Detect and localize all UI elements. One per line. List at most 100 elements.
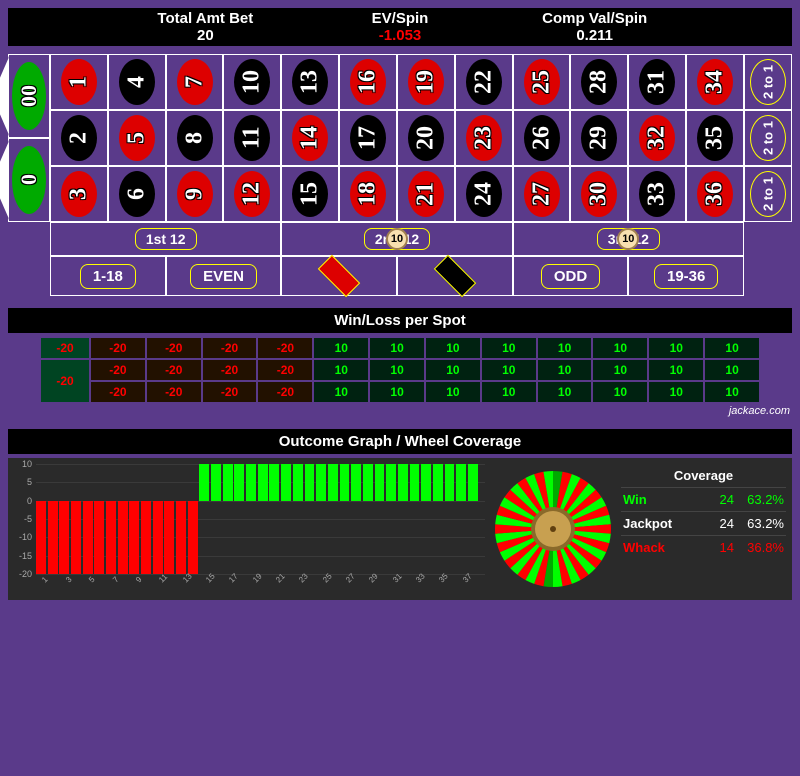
outcome-header: Outcome Graph / Wheel Coverage bbox=[8, 429, 792, 454]
number-cell-17[interactable]: 17 bbox=[339, 110, 397, 166]
number-cell-12[interactable]: 12 bbox=[223, 166, 281, 222]
number-cell-23[interactable]: 23 bbox=[455, 110, 513, 166]
dozen-3[interactable]: 3rd 12 10 bbox=[513, 222, 744, 256]
number-cell-30[interactable]: 30 bbox=[570, 166, 628, 222]
stats-bar: Total Amt Bet 20 EV/Spin -1.053 Comp Val… bbox=[8, 8, 792, 46]
number-chip: 29 bbox=[581, 115, 617, 161]
two-to-one-mid[interactable]: 2 to 1 bbox=[744, 110, 792, 166]
number-cell-11[interactable]: 11 bbox=[223, 110, 281, 166]
number-chip: 30 bbox=[581, 171, 617, 217]
number-chip: 8 bbox=[177, 115, 213, 161]
two-to-one-top[interactable]: 2 to 1 bbox=[744, 54, 792, 110]
number-cell-15[interactable]: 15 bbox=[281, 166, 339, 222]
outside-odd[interactable]: ODD bbox=[513, 256, 629, 296]
stat-comp: Comp Val/Spin 0.211 bbox=[497, 10, 692, 44]
stat-label: EV/Spin bbox=[303, 10, 498, 27]
outside-red[interactable] bbox=[281, 256, 397, 296]
stat-label: Comp Val/Spin bbox=[497, 10, 692, 27]
coverage-row: Win2463.2% bbox=[621, 487, 786, 511]
winloss-header: Win/Loss per Spot bbox=[8, 308, 792, 333]
number-chip: 36 bbox=[697, 171, 733, 217]
number-cell-32[interactable]: 32 bbox=[628, 110, 686, 166]
number-cell-10[interactable]: 10 bbox=[223, 54, 281, 110]
zero-cell[interactable]: 0 bbox=[8, 138, 50, 222]
double-zero-cell[interactable]: 00 bbox=[8, 54, 50, 138]
number-chip: 2 bbox=[61, 115, 97, 161]
wheel-coverage bbox=[493, 469, 613, 589]
outside-row: 1-18 EVEN ODD 19-36 bbox=[50, 256, 744, 296]
number-chip: 6 bbox=[119, 171, 155, 217]
number-cell-9[interactable]: 9 bbox=[166, 166, 224, 222]
number-chip: 31 bbox=[639, 59, 675, 105]
number-cell-19[interactable]: 19 bbox=[397, 54, 455, 110]
coverage-row: Jackpot2463.2% bbox=[621, 511, 786, 535]
number-chip: 25 bbox=[524, 59, 560, 105]
number-cell-21[interactable]: 21 bbox=[397, 166, 455, 222]
number-cell-25[interactable]: 25 bbox=[513, 54, 571, 110]
number-cell-14[interactable]: 14 bbox=[281, 110, 339, 166]
number-cell-22[interactable]: 22 bbox=[455, 54, 513, 110]
number-chip: 16 bbox=[350, 59, 386, 105]
dozen-1[interactable]: 1st 12 bbox=[50, 222, 281, 256]
stat-label: Total Amt Bet bbox=[108, 10, 303, 27]
number-cell-2[interactable]: 2 bbox=[50, 110, 108, 166]
number-chip: 9 bbox=[177, 171, 213, 217]
number-chip: 12 bbox=[234, 171, 270, 217]
outside-black[interactable] bbox=[397, 256, 513, 296]
number-chip: 28 bbox=[581, 59, 617, 105]
outside-even[interactable]: EVEN bbox=[166, 256, 282, 296]
number-chip: 33 bbox=[639, 171, 675, 217]
number-cell-28[interactable]: 28 bbox=[570, 54, 628, 110]
zeros-column: 00 0 bbox=[8, 54, 50, 222]
number-chip: 18 bbox=[350, 171, 386, 217]
number-cell-36[interactable]: 36 bbox=[686, 166, 744, 222]
number-cell-6[interactable]: 6 bbox=[108, 166, 166, 222]
number-cell-34[interactable]: 34 bbox=[686, 54, 744, 110]
coverage-title: Coverage bbox=[621, 464, 786, 487]
number-cell-5[interactable]: 5 bbox=[108, 110, 166, 166]
number-chip: 34 bbox=[697, 59, 733, 105]
number-cell-26[interactable]: 26 bbox=[513, 110, 571, 166]
number-cell-20[interactable]: 20 bbox=[397, 110, 455, 166]
number-cell-16[interactable]: 16 bbox=[339, 54, 397, 110]
number-cell-1[interactable]: 1 bbox=[50, 54, 108, 110]
number-cell-3[interactable]: 3 bbox=[50, 166, 108, 222]
number-chip: 3 bbox=[61, 171, 97, 217]
stat-value: 0.211 bbox=[497, 27, 692, 44]
number-cell-27[interactable]: 27 bbox=[513, 166, 571, 222]
number-cell-29[interactable]: 29 bbox=[570, 110, 628, 166]
two-to-one-bot[interactable]: 2 to 1 bbox=[744, 166, 792, 222]
number-grid: 1234567891011121314151617181920212223242… bbox=[50, 54, 744, 222]
stat-value: 20 bbox=[108, 27, 303, 44]
stat-value: -1.053 bbox=[303, 27, 498, 44]
outside-1-18[interactable]: 1-18 bbox=[50, 256, 166, 296]
winloss-grid: -20-20-20-20-20-201010101010101010-20-20… bbox=[40, 337, 760, 403]
number-chip: 23 bbox=[466, 115, 502, 161]
number-cell-4[interactable]: 4 bbox=[108, 54, 166, 110]
number-cell-13[interactable]: 13 bbox=[281, 54, 339, 110]
number-chip: 7 bbox=[177, 59, 213, 105]
two-to-one-column: 2 to 1 2 to 1 2 to 1 bbox=[744, 54, 792, 222]
dozen-2[interactable]: 2nd 12 10 bbox=[281, 222, 512, 256]
stat-total-bet: Total Amt Bet 20 bbox=[108, 10, 303, 44]
number-chip: 13 bbox=[292, 59, 328, 105]
outside-19-36[interactable]: 19-36 bbox=[628, 256, 744, 296]
number-cell-8[interactable]: 8 bbox=[166, 110, 224, 166]
number-cell-7[interactable]: 7 bbox=[166, 54, 224, 110]
number-cell-31[interactable]: 31 bbox=[628, 54, 686, 110]
stat-ev: EV/Spin -1.053 bbox=[303, 10, 498, 44]
number-chip: 35 bbox=[697, 115, 733, 161]
double-zero-chip: 00 bbox=[12, 62, 46, 130]
number-chip: 27 bbox=[524, 171, 560, 217]
number-chip: 32 bbox=[639, 115, 675, 161]
coverage-row: Whack1436.8% bbox=[621, 535, 786, 559]
number-chip: 19 bbox=[408, 59, 444, 105]
number-cell-18[interactable]: 18 bbox=[339, 166, 397, 222]
number-cell-33[interactable]: 33 bbox=[628, 166, 686, 222]
number-cell-24[interactable]: 24 bbox=[455, 166, 513, 222]
number-chip: 15 bbox=[292, 171, 328, 217]
number-chip: 26 bbox=[524, 115, 560, 161]
bet-chip[interactable]: 10 bbox=[386, 228, 408, 250]
number-cell-35[interactable]: 35 bbox=[686, 110, 744, 166]
outcome-bar-chart: 1050-5-10-15-20 135791113151719212325272… bbox=[14, 464, 485, 594]
